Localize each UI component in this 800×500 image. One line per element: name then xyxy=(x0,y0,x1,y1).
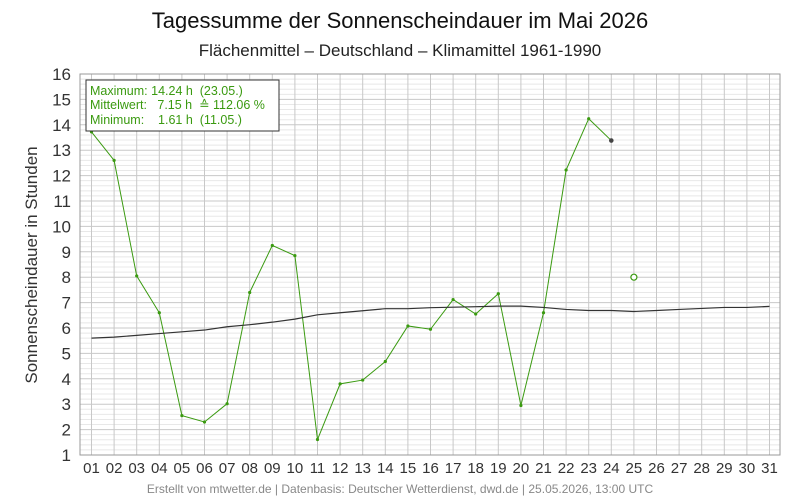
daily-point xyxy=(338,382,342,386)
x-tick-label: 17 xyxy=(445,460,462,477)
x-tick-label: 26 xyxy=(648,460,665,477)
x-tick-label: 20 xyxy=(513,460,530,477)
daily-point xyxy=(248,290,252,295)
x-tick-label: 12 xyxy=(332,460,349,477)
y-tick-label: 16 xyxy=(52,65,71,84)
daily-point xyxy=(157,311,161,315)
daily-point xyxy=(406,324,410,328)
daily-point xyxy=(112,158,116,162)
daily-point xyxy=(225,402,229,406)
forecast-point xyxy=(630,273,638,281)
daily-point xyxy=(293,254,297,258)
x-tick-label: 14 xyxy=(377,460,394,477)
y-tick-label: 11 xyxy=(53,192,71,211)
daily-point xyxy=(519,403,523,408)
daily-point xyxy=(451,297,455,302)
y-tick-label: 9 xyxy=(62,243,71,262)
stats-max: Maximum: 14.24 h (23.05.) xyxy=(90,84,243,98)
x-tick-label: 21 xyxy=(535,460,552,477)
x-tick-label: 11 xyxy=(310,460,326,477)
series-layer xyxy=(89,117,770,442)
daily-point xyxy=(270,243,274,248)
x-tick-label: 08 xyxy=(241,460,258,477)
y-tick-label: 1 xyxy=(62,446,71,465)
x-tick-label: 25 xyxy=(626,460,643,477)
x-tick-label: 30 xyxy=(739,460,756,477)
y-tick-label: 13 xyxy=(52,141,71,160)
x-tick-label: 29 xyxy=(716,460,733,477)
x-tick-label: 05 xyxy=(174,460,191,477)
y-tick-label: 2 xyxy=(62,421,71,440)
plot-area-frame xyxy=(79,73,781,456)
daily-point xyxy=(564,168,568,172)
daily-point xyxy=(361,378,365,382)
y-tick-label: 5 xyxy=(62,344,71,363)
y-tick-label: 12 xyxy=(52,167,71,186)
x-tick-label: 28 xyxy=(693,460,710,477)
x-tick-label: 31 xyxy=(761,460,778,477)
daily-point xyxy=(315,437,320,442)
x-tick-label: 24 xyxy=(603,460,620,477)
daily-point xyxy=(541,311,546,315)
y-axis-label: Sonnenscheindauer in Stunden xyxy=(22,146,41,383)
footer-credits: Erstellt von mtwetter.de | Datenbasis: D… xyxy=(147,482,654,496)
daily-point xyxy=(428,327,433,331)
daily-point xyxy=(609,138,614,143)
y-tick-label: 6 xyxy=(62,319,71,338)
y-tick-label: 15 xyxy=(52,90,71,109)
x-tick-label: 15 xyxy=(400,460,417,477)
daily-sunshine-line xyxy=(91,117,612,442)
y-tick-label: 4 xyxy=(62,370,71,389)
x-tick-label: 22 xyxy=(558,460,575,477)
x-tick-label: 16 xyxy=(422,460,439,477)
y-tick-label: 10 xyxy=(52,217,71,236)
daily-point xyxy=(135,274,139,278)
y-tick-label: 8 xyxy=(62,268,71,287)
x-tick-label: 18 xyxy=(467,460,484,477)
y-tick-label: 7 xyxy=(62,294,71,313)
x-tick-label: 04 xyxy=(151,460,168,477)
x-tick-label: 09 xyxy=(264,460,281,477)
x-tick-label: 23 xyxy=(580,460,597,477)
x-tick-label: 01 xyxy=(83,460,100,477)
y-tick-label: 14 xyxy=(52,116,71,135)
x-tick-label: 13 xyxy=(354,460,371,477)
climate-mean-line xyxy=(91,305,770,339)
x-tick-label: 06 xyxy=(196,460,213,477)
x-tick-label: 07 xyxy=(219,460,236,477)
x-tick-label: 10 xyxy=(287,460,304,477)
daily-point xyxy=(180,414,184,418)
stats-box-frame xyxy=(85,79,280,132)
chart-title: Tagessumme der Sonnenscheindauer im Mai … xyxy=(152,8,649,33)
x-tick-label: 27 xyxy=(671,460,688,477)
x-tick-label: 19 xyxy=(490,460,507,477)
daily-point xyxy=(202,420,207,424)
stats-mean: Mittelwert: 7.15 h ≙ 112.06 % xyxy=(90,98,265,112)
x-tick-label: 03 xyxy=(128,460,145,477)
daily-point xyxy=(587,117,591,121)
daily-point xyxy=(496,292,500,296)
daily-point xyxy=(474,312,478,316)
x-tick-label: 02 xyxy=(106,460,123,477)
stats-box: Maximum: 14.24 h (23.05.) Mittelwert: 7.… xyxy=(85,79,280,132)
chart-subtitle: Flächenmittel – Deutschland – Klimamitte… xyxy=(199,41,602,60)
stats-min: Minimum: 1.61 h (11.05.) xyxy=(90,113,242,127)
y-tick-label: 3 xyxy=(62,395,71,414)
daily-point xyxy=(383,359,387,364)
x-axis-ticks: 01 02 03 04 05 06 07 08 09 10 11 12 13 14 15 16 17 18 19 20… xyxy=(83,460,778,477)
